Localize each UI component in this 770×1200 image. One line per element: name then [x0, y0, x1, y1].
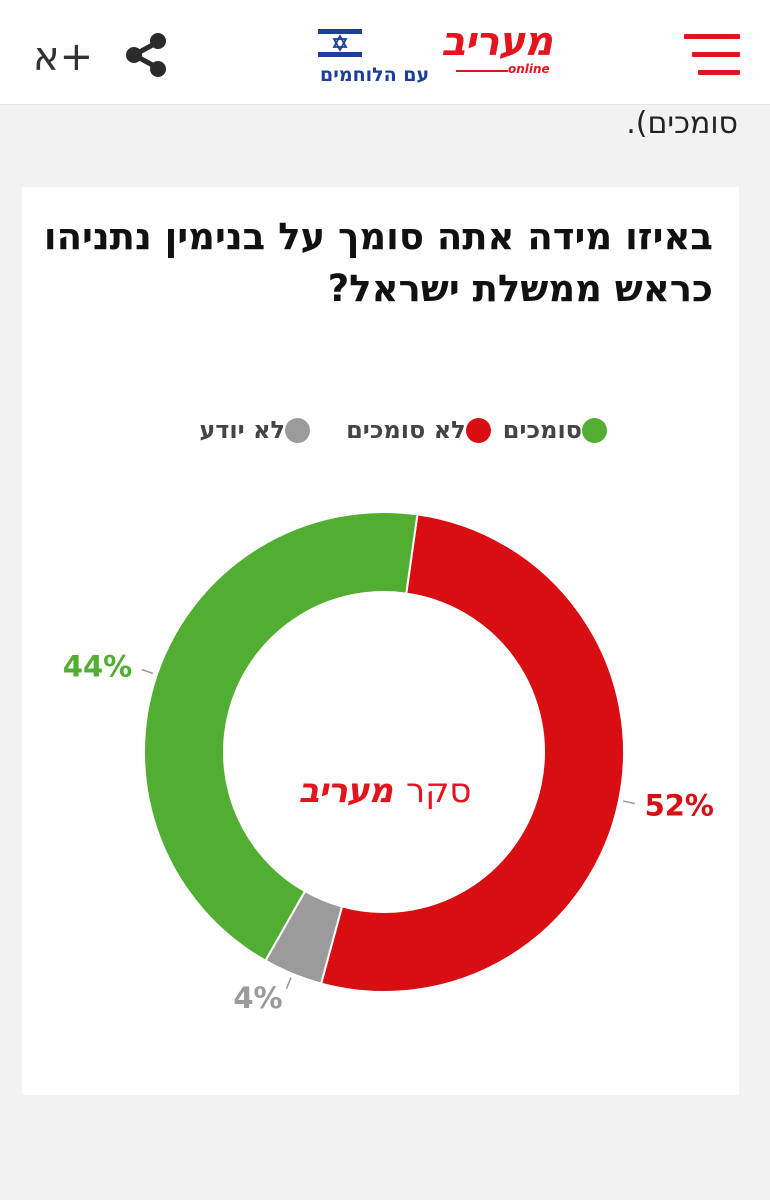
poll-brand-logo: סקר מעריב	[260, 769, 510, 813]
chart-title: באיזו מידה אתה סומך על בנימין נתניהו כרא…	[43, 215, 713, 310]
share-icon	[126, 33, 166, 77]
hamburger-menu-icon-bar	[692, 52, 740, 57]
data-label-support: 44%	[63, 649, 132, 683]
legend-item-dont-know[interactable]: לא יודע	[199, 416, 322, 444]
legend-item-support[interactable]: סומכים	[503, 416, 619, 444]
poll-word: סקר	[406, 771, 472, 811]
legend-label: לא סומכים	[346, 416, 466, 444]
hamburger-menu-icon-bar	[698, 70, 740, 75]
share-button[interactable]	[120, 28, 174, 82]
poll-chart-card: באיזו מידה אתה סומך על בנימין נתניהו כרא…	[22, 187, 739, 1095]
logo-wordmark: מעריב	[441, 19, 553, 65]
poll-brand-name: מעריב	[298, 771, 393, 811]
legend-swatch	[582, 417, 607, 443]
label-leader-line	[141, 668, 154, 675]
legend-label: לא יודע	[199, 416, 286, 444]
font-size-button[interactable]: א+	[33, 34, 93, 80]
logo-subtitle: עם הלוחמים	[320, 64, 430, 86]
slice-not-support[interactable]	[319, 513, 625, 993]
donut-chart: 52% 4% 44%	[63, 511, 714, 1015]
chart-legend: לא יודע לא סומכים סומכים	[175, 416, 619, 444]
menu-button[interactable]	[684, 34, 740, 78]
site-logo[interactable]: מעריב online עם הלוחמים	[316, 20, 558, 90]
label-leader-line	[622, 800, 635, 805]
data-label-dont-know: 4%	[233, 981, 282, 1015]
font-size-label: א+	[32, 34, 94, 80]
israel-flag-icon	[318, 26, 362, 60]
label-leader-line	[285, 977, 292, 989]
data-label-not-support: 52%	[645, 788, 714, 822]
logo-online-tag: online	[508, 62, 550, 76]
article-lead-text: סומכים).	[626, 106, 738, 141]
legend-item-not-support[interactable]: לא סומכים	[346, 416, 503, 444]
legend-label: סומכים	[502, 416, 582, 444]
legend-swatch	[465, 417, 491, 443]
site-header: א+ מעריב online עם הלוחמים	[0, 0, 770, 105]
slice-support[interactable]	[143, 511, 419, 963]
legend-swatch	[285, 417, 311, 443]
hamburger-menu-icon	[684, 34, 740, 39]
logo-divider	[456, 70, 508, 72]
